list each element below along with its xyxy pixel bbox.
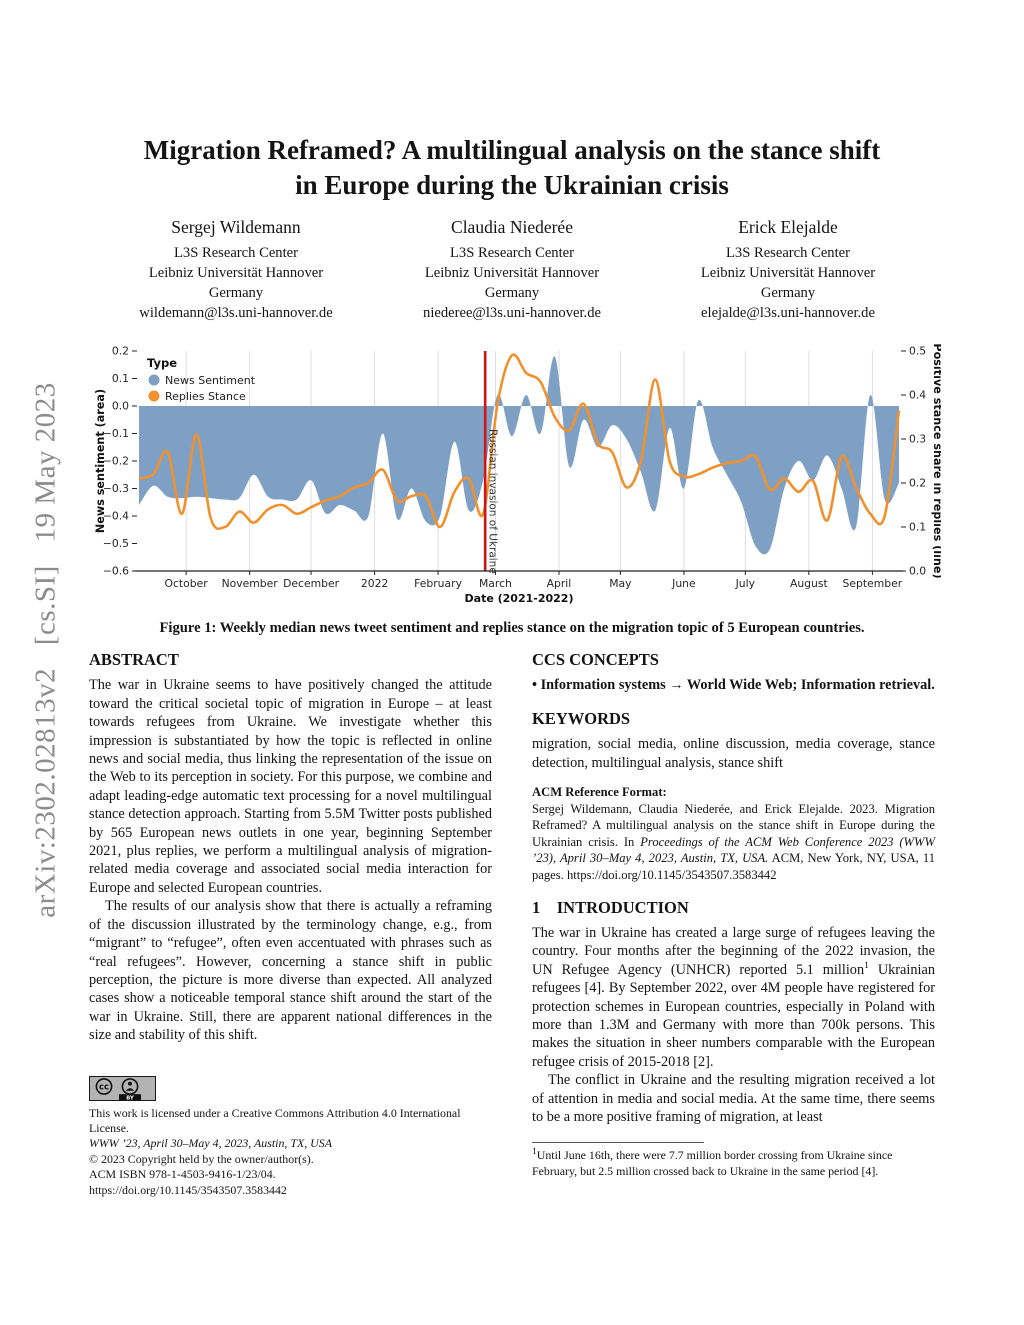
author-email: niederee@l3s.uni-hannover.de xyxy=(423,305,601,321)
license-venue: WWW ’23, April 30–May 4, 2023, Austin, T… xyxy=(89,1136,332,1151)
svg-text:June: June xyxy=(671,577,696,590)
footnote-number: 1 xyxy=(532,1147,537,1158)
author-1: Sergej Wildemann L3S Research Center Lei… xyxy=(105,217,367,323)
author-email: wildemann@l3s.uni-hannover.de xyxy=(139,305,333,321)
acm-reference-tail: ACM, New York, NY, USA, 11 pages. https:… xyxy=(532,851,935,882)
author-country: Germany xyxy=(760,285,816,301)
svg-text:0.2: 0.2 xyxy=(112,345,129,358)
svg-text:February: February xyxy=(414,577,462,590)
cc-icon xyxy=(95,1077,113,1095)
author-affiliation: Leibniz Universität Hannover xyxy=(424,265,600,281)
license-statement: This work is licensed under a Creative C… xyxy=(89,1105,461,1135)
author-country: Germany xyxy=(484,285,540,301)
paper-title-line2: in Europe during the Ukrainian crisis xyxy=(295,170,729,200)
paper-title: Migration Reframed? A multilingual analy… xyxy=(0,133,1024,203)
acm-reference-proceedings: Proceedings of the ACM Web Conference 20… xyxy=(532,834,935,866)
author-2: Claudia Niederée L3S Research Center Lei… xyxy=(381,217,643,323)
svg-text:August: August xyxy=(790,577,828,590)
cc-by-badge: cc BY xyxy=(89,1075,156,1101)
svg-text:April: April xyxy=(547,577,572,590)
svg-text:−0.3: −0.3 xyxy=(103,482,129,495)
svg-text:March: March xyxy=(479,577,512,590)
figure-1-chart: Russian invasion of Ukraine October Novemb… xyxy=(93,343,944,610)
svg-text:0.5: 0.5 xyxy=(909,345,926,358)
svg-text:0.0: 0.0 xyxy=(112,400,129,413)
figure-1-caption: Figure 1: Weekly median news tweet senti… xyxy=(159,620,865,636)
author-affiliation: L3S Research Center xyxy=(449,245,574,261)
author-3: Erick Elejalde L3S Research Center Leibn… xyxy=(657,217,919,323)
footnote-block: 1Until June 16th, there were 7.7 million… xyxy=(532,1142,935,1179)
author-block: Sergej Wildemann L3S Research Center Lei… xyxy=(0,217,1024,323)
abstract-paragraph-1: The war in Ukraine seems to have positiv… xyxy=(89,677,492,896)
acm-reference-heading: ACM Reference Format: xyxy=(532,785,667,800)
keywords-text: migration, social media, online discussi… xyxy=(532,736,935,771)
svg-text:Date (2021-2022): Date (2021-2022) xyxy=(465,592,574,605)
svg-text:−0.1: −0.1 xyxy=(103,427,129,440)
author-affiliation: L3S Research Center xyxy=(173,245,298,261)
introduction-paragraph-2: The conflict in Ukraine and the resultin… xyxy=(532,1072,935,1126)
license-doi: https://doi.org/10.1145/3543507.3583442 xyxy=(89,1182,287,1197)
svg-text:Russian invasion of Ukraine: Russian invasion of Ukraine xyxy=(487,429,499,574)
author-affiliation: L3S Research Center xyxy=(725,245,850,261)
license-copyright: © 2023 Copyright held by the owner/autho… xyxy=(89,1151,314,1166)
svg-text:December: December xyxy=(283,577,340,590)
footnote-text: Until June 16th, there were 7.7 million … xyxy=(532,1148,893,1178)
license-block: cc BY This work is licensed under a Crea… xyxy=(89,1075,492,1198)
author-affiliation: Leibniz Universität Hannover xyxy=(700,265,876,281)
svg-text:−0.5: −0.5 xyxy=(103,537,129,550)
author-name: Erick Elejalde xyxy=(738,217,838,237)
svg-text:0.2: 0.2 xyxy=(909,477,926,490)
svg-text:News Sentiment: News Sentiment xyxy=(165,374,256,387)
author-affiliation: Leibniz Universität Hannover xyxy=(148,265,324,281)
svg-text:October: October xyxy=(165,577,209,590)
license-isbn: ACM ISBN 978-1-4503-9416-1/23/04. xyxy=(89,1167,276,1182)
figure-1-chart-svg: Russian invasion of Ukraine October Novemb… xyxy=(94,343,944,605)
author-email: elejalde@l3s.uni-hannover.de xyxy=(701,305,875,321)
svg-text:News sentiment (area): News sentiment (area) xyxy=(94,389,107,533)
ccs-heading: CCS CONCEPTS xyxy=(532,650,659,669)
footnote-marker: 1 xyxy=(864,961,869,972)
svg-text:November: November xyxy=(222,577,279,590)
svg-text:0.4: 0.4 xyxy=(909,389,926,402)
acm-reference-text: Sergej Wildemann, Claudia Niederée, and … xyxy=(532,801,935,849)
svg-text:0.1: 0.1 xyxy=(112,372,129,385)
person-icon xyxy=(121,1077,139,1095)
svg-text:0.0: 0.0 xyxy=(909,565,926,578)
abstract-heading: ABSTRACT xyxy=(89,650,179,669)
left-column: ABSTRACT The war in Ukraine seems to hav… xyxy=(89,650,492,1198)
author-country: Germany xyxy=(208,285,264,301)
svg-text:May: May xyxy=(609,577,632,590)
right-column: CCS CONCEPTS • Information systems → Wor… xyxy=(532,650,935,1198)
svg-text:cc: cc xyxy=(99,1082,109,1092)
svg-text:−0.2: −0.2 xyxy=(103,455,129,468)
author-name: Claudia Niederée xyxy=(451,217,573,237)
svg-text:July: July xyxy=(735,577,756,590)
introduction-paragraph-1: The war in Ukraine has created a large s… xyxy=(532,925,935,1070)
keywords-heading: KEYWORDS xyxy=(532,708,631,728)
svg-text:Replies Stance: Replies Stance xyxy=(165,390,246,403)
ccs-text: • Information systems → World Wide Web; … xyxy=(532,677,935,694)
svg-text:Type: Type xyxy=(147,356,177,370)
svg-text:0.1: 0.1 xyxy=(909,521,926,534)
svg-text:2022: 2022 xyxy=(361,577,388,590)
svg-text:September: September xyxy=(843,577,903,590)
by-label: BY xyxy=(126,1095,134,1101)
abstract-paragraph-2: The results of our analysis show that th… xyxy=(89,898,492,1044)
two-column-body: ABSTRACT The war in Ukraine seems to hav… xyxy=(89,650,935,1198)
paper-title-line1: Migration Reframed? A multilingual analy… xyxy=(143,135,881,165)
introduction-heading: 1 INTRODUCTION xyxy=(532,897,689,917)
svg-text:−0.6: −0.6 xyxy=(103,565,129,578)
svg-text:0.3: 0.3 xyxy=(909,433,926,446)
svg-text:Positive stance share in repli: Positive stance share in replies (line) xyxy=(931,344,941,579)
svg-text:−0.4: −0.4 xyxy=(103,510,129,523)
author-name: Sergej Wildemann xyxy=(171,217,301,237)
arxiv-watermark: arXiv:2302.02813v2 [cs.SI] 19 May 2023 xyxy=(29,382,62,918)
acm-reference-block: ACM Reference Format: Sergej Wildemann, … xyxy=(532,784,935,884)
footnote-rule xyxy=(532,1142,704,1144)
